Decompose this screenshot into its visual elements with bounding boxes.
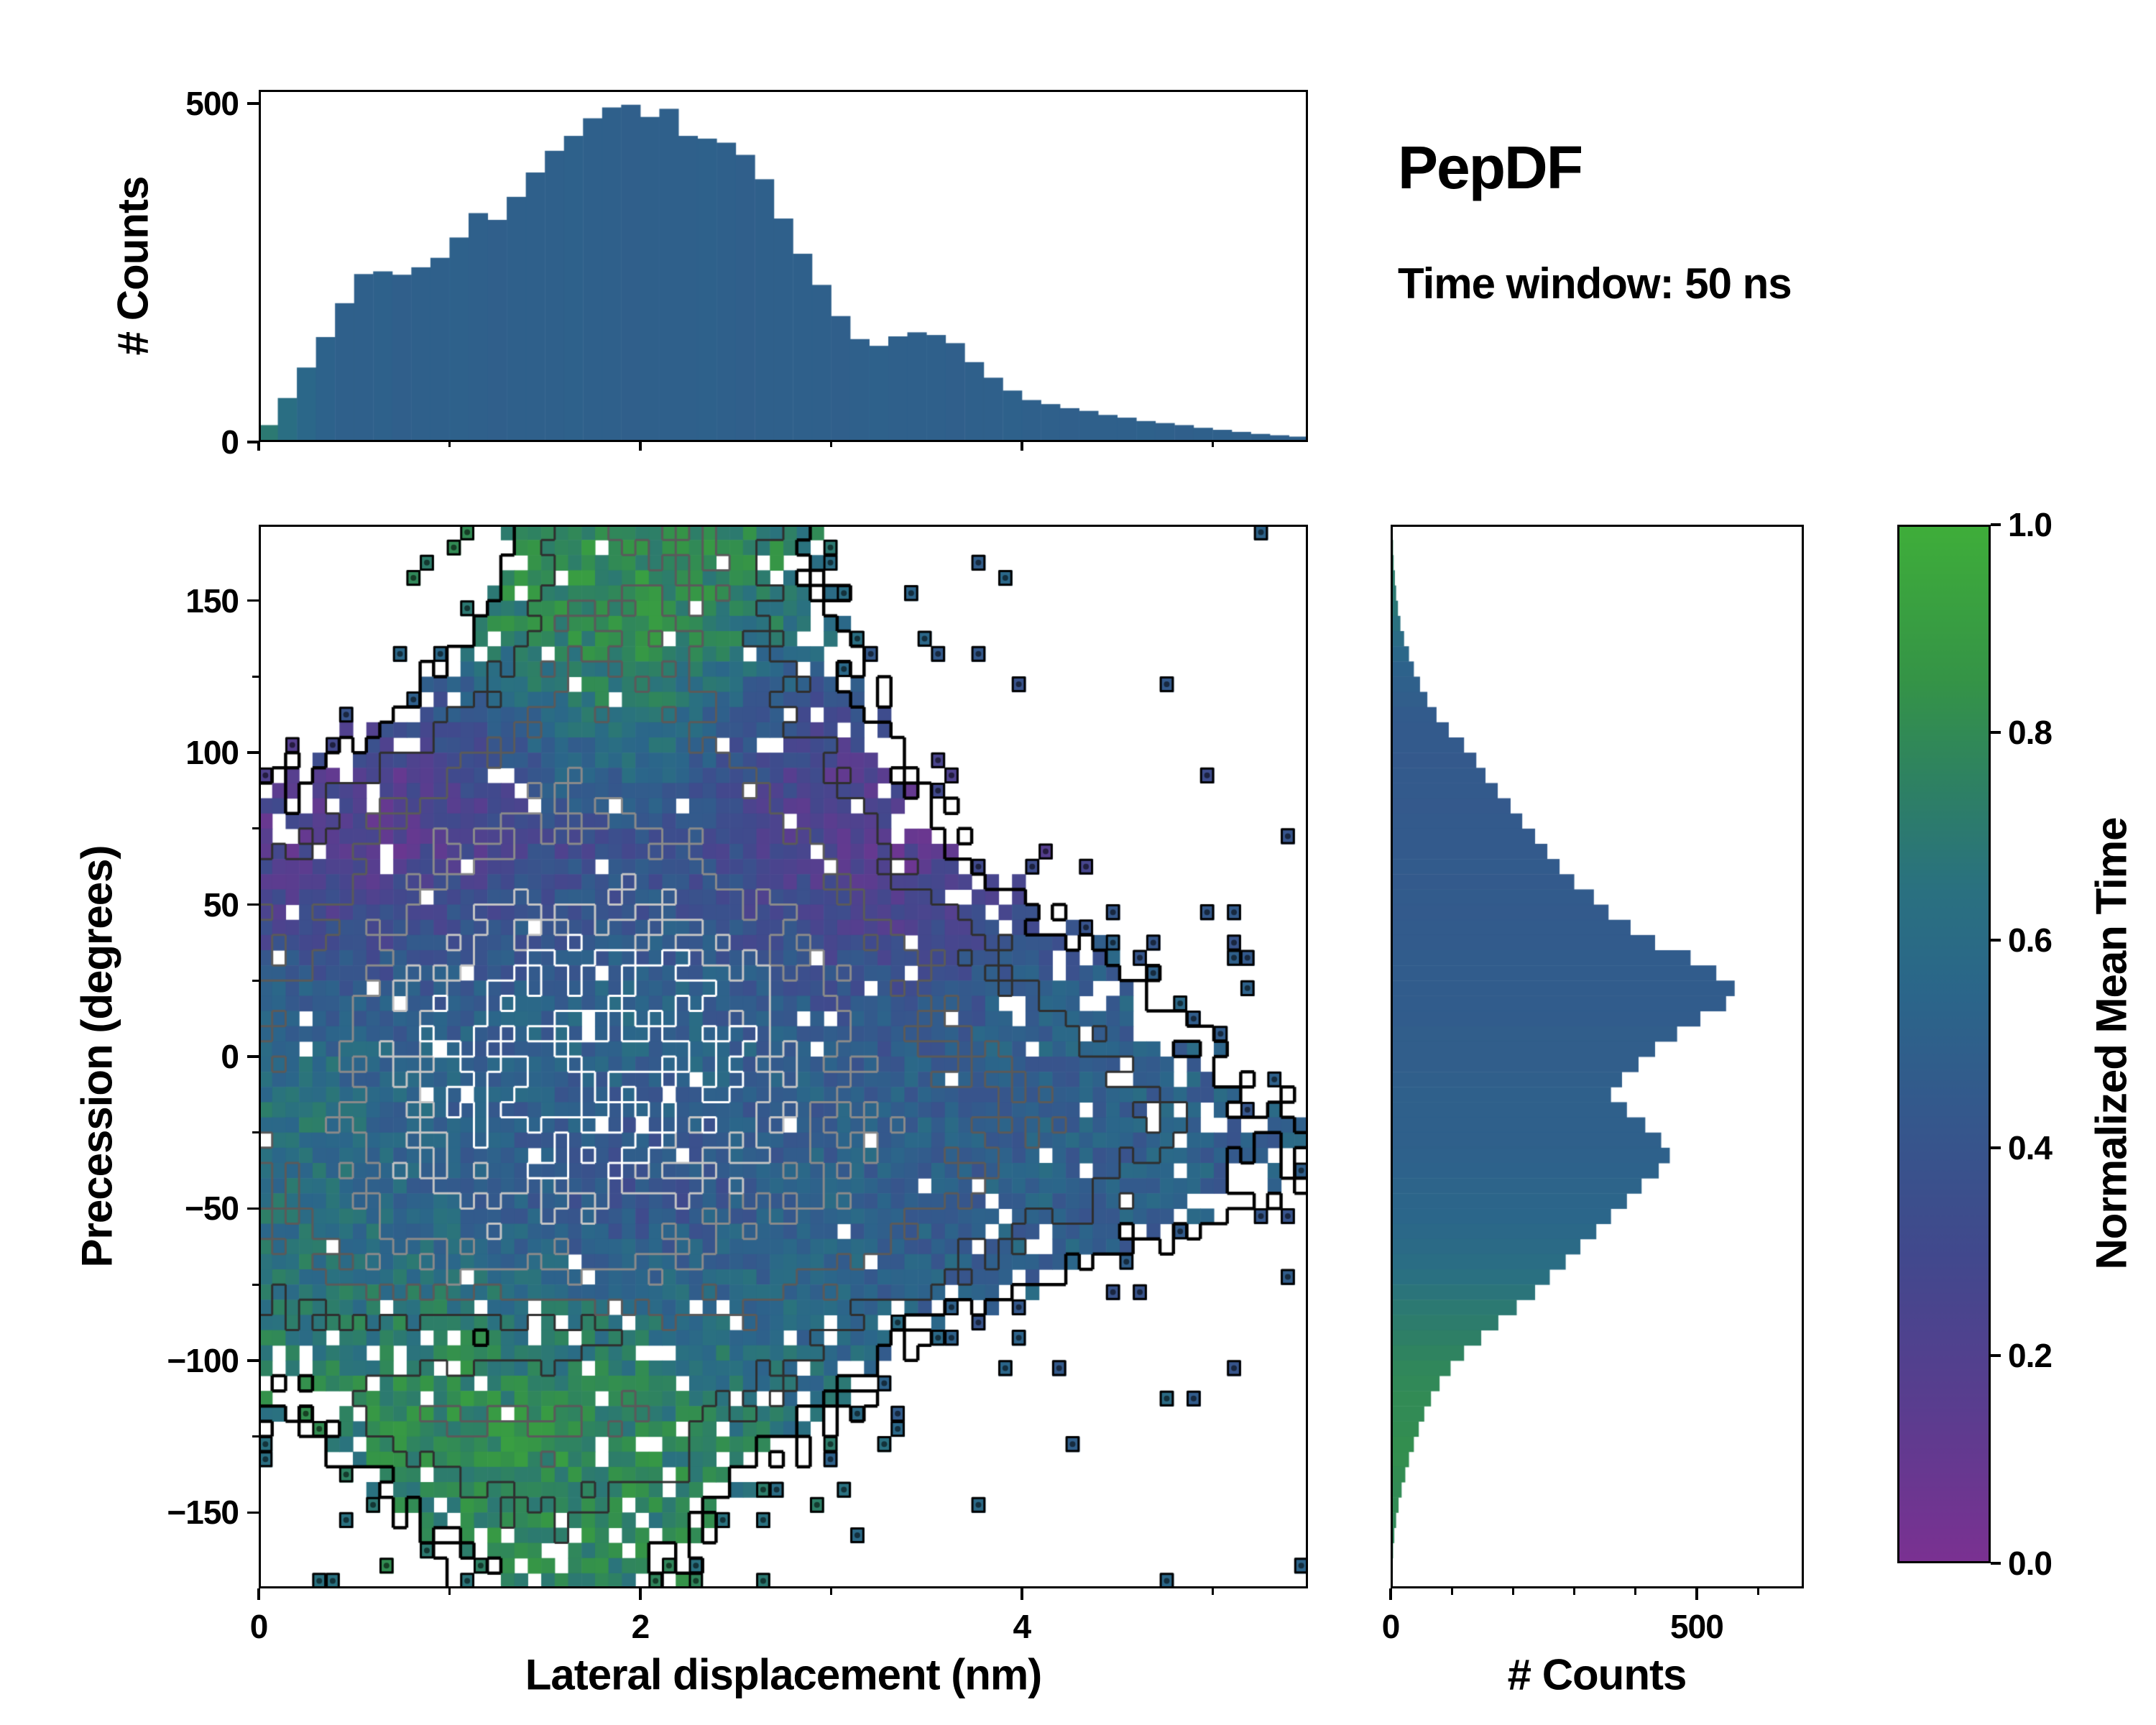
tick-mark (1756, 1588, 1759, 1595)
tick-mark (1573, 1588, 1576, 1595)
tick-mark (1021, 1588, 1023, 1600)
tick-mark (829, 442, 832, 447)
tick-mark (1021, 442, 1023, 451)
tick-mark (1991, 939, 2001, 942)
tick-mark (252, 1131, 259, 1134)
right-hist-xlabel: # Counts (1507, 1650, 1687, 1699)
tick-mark (1991, 1354, 2001, 1357)
tick-mark (252, 827, 259, 830)
colorbar-label: Normalized Mean Time (2087, 817, 2136, 1270)
tick-label: 0 (249, 1608, 269, 1645)
tick-mark (252, 1283, 259, 1286)
tick-mark (1211, 442, 1214, 447)
tick-mark (252, 979, 259, 982)
tick-mark (252, 675, 259, 678)
tick-label: 100 (185, 734, 239, 772)
tick-mark (247, 903, 259, 906)
tick-label: 0 (221, 1038, 239, 1075)
colorbar-panel: 0.0 0.2 0.4 0.6 0.8 1.0 (1897, 506, 2053, 1582)
tick-mark (1389, 1588, 1392, 1600)
tick-label: 2 (631, 1608, 650, 1645)
tick-mark (1211, 1588, 1214, 1595)
main-ylabel: Precession (degrees) (73, 845, 121, 1268)
tick-mark (247, 1207, 259, 1210)
main-xlabel: Lateral displacement (nm) (525, 1650, 1043, 1699)
tick-mark (247, 751, 259, 754)
tick-mark (247, 1055, 259, 1058)
tick-mark (1450, 1588, 1453, 1595)
heatmap-canvas (259, 525, 1308, 1588)
tick-mark (247, 441, 259, 443)
tick-mark (1991, 523, 2001, 526)
tick-mark (1695, 1588, 1698, 1600)
tick-mark (252, 1435, 259, 1438)
top-histogram-canvas (259, 90, 1308, 442)
tick-mark (1991, 731, 2001, 734)
tick-label: 0.0 (2008, 1545, 2053, 1582)
tick-mark (247, 102, 259, 105)
tick-label: 500 (1670, 1608, 1724, 1645)
tick-label: 0.4 (2008, 1129, 2053, 1167)
tick-mark (448, 442, 451, 447)
tick-label: 1.0 (2008, 506, 2053, 543)
tick-label: 50 (203, 886, 239, 924)
tick-label: 4 (1013, 1608, 1032, 1645)
tick-label: 500 (185, 84, 239, 122)
tick-label: 0.8 (2008, 714, 2053, 751)
tick-mark (247, 599, 259, 602)
tick-mark (247, 1359, 259, 1362)
top-hist-ylabel: # Counts (109, 176, 157, 356)
tick-label: 150 (185, 581, 239, 620)
tick-mark (448, 1588, 451, 1595)
tick-mark (257, 1588, 260, 1600)
tick-mark (1991, 1562, 2001, 1565)
tick-label: 0 (221, 423, 239, 461)
tick-mark (829, 1588, 832, 1595)
figure-subtitle: Time window: 50 ns (1398, 259, 1792, 308)
tick-mark (639, 442, 642, 451)
tick-label: −50 (184, 1190, 239, 1228)
tick-label: −100 (167, 1341, 239, 1379)
tick-mark (1991, 1146, 2001, 1149)
tick-label: 0.2 (2008, 1337, 2053, 1374)
main-heatmap-panel: 0 2 4 −150 −100 −50 0 50 100 150 (167, 525, 1308, 1645)
top-histogram-panel: 0 500 (185, 85, 1308, 461)
tick-mark (1634, 1588, 1637, 1595)
right-histogram-canvas (1391, 525, 1804, 1588)
right-histogram-panel: 0 500 (1382, 525, 1804, 1645)
tick-mark (1511, 1588, 1514, 1595)
tick-label: 0.6 (2008, 921, 2053, 959)
tick-label: −150 (167, 1494, 239, 1532)
tick-mark (247, 1511, 259, 1514)
tick-label: 0 (1381, 1608, 1401, 1645)
tick-mark (257, 442, 260, 451)
colorbar-gradient (1897, 525, 1991, 1563)
figure-title: PepDF (1398, 134, 1583, 201)
tick-mark (639, 1588, 642, 1600)
